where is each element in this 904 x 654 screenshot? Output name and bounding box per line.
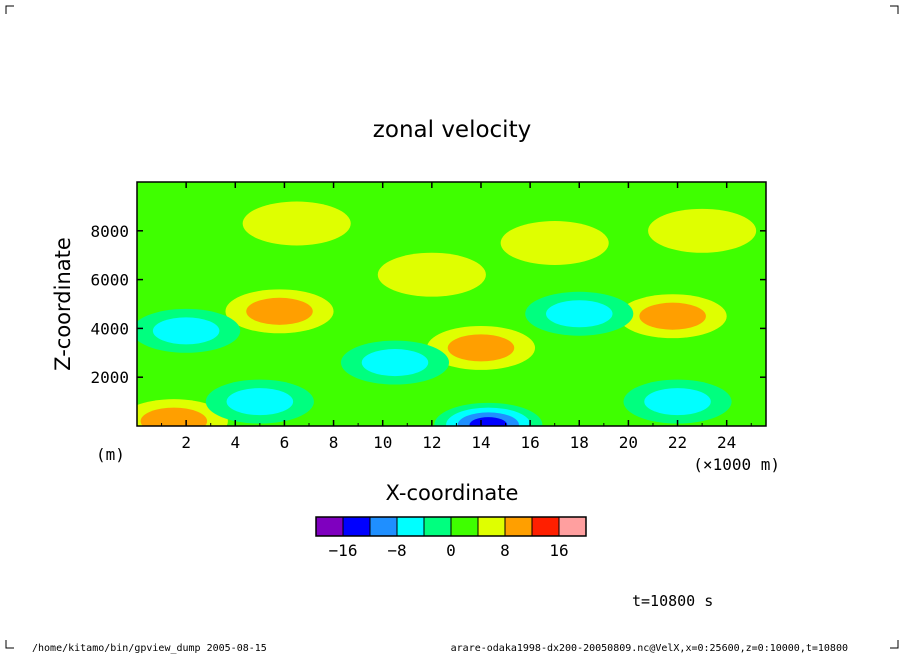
chart-title: zonal velocity — [373, 117, 531, 143]
time-label: t=10800 s — [632, 592, 713, 610]
colorbar-tick-label: −8 — [387, 541, 406, 560]
contour-region — [361, 349, 429, 377]
contour-region — [639, 302, 706, 330]
contour-region — [242, 201, 351, 246]
colorbar-tick-label: 16 — [549, 541, 568, 560]
x-tick-label: 24 — [717, 433, 736, 452]
x-tick-label: 22 — [668, 433, 687, 452]
y-axis-label: Z-coordinate — [51, 237, 75, 371]
colorbar-tick-label: 0 — [446, 541, 456, 560]
contour-region — [447, 334, 515, 362]
x-tick-label: 8 — [329, 433, 339, 452]
contour-field — [137, 182, 766, 426]
contour-region — [546, 300, 613, 328]
colorbar-swatch — [315, 516, 344, 537]
y-tick-label: 6000 — [90, 271, 129, 290]
footer-left: /home/kitamo/bin/gpview_dump 2005-08-15 — [32, 643, 267, 654]
colorbar-swatch — [396, 516, 425, 537]
colorbar-swatch — [477, 516, 506, 537]
corner-marks — [5, 5, 899, 649]
colorbar-ticks: −16 −8 0 8 16 — [329, 541, 569, 560]
contour-region — [500, 221, 609, 265]
x-tick-label: 6 — [280, 433, 290, 452]
contour-regions — [137, 201, 757, 426]
x-tick-label: 18 — [570, 433, 589, 452]
y-axis-ticks: 2000 4000 6000 8000 — [90, 222, 766, 387]
colorbar-swatch — [342, 516, 371, 537]
contour-region — [152, 317, 220, 345]
plot-frame — [136, 181, 767, 427]
colorbar-swatch — [450, 516, 479, 537]
y-tick-label: 8000 — [90, 222, 129, 241]
colorbar — [315, 516, 587, 537]
footer-right: arare-odaka1998-dx200-20050809.nc@VelX,x… — [451, 643, 848, 654]
contour-region — [648, 208, 757, 253]
colorbar-frame — [315, 516, 587, 537]
contour-region — [226, 388, 294, 416]
colorbar-swatch — [504, 516, 533, 537]
x-tick-label: 4 — [230, 433, 240, 452]
colorbar-swatch — [423, 516, 452, 537]
x-tick-label: 14 — [471, 433, 490, 452]
x-axis-label: X-coordinate — [386, 481, 519, 505]
colorbar-tick-label: −16 — [329, 541, 358, 560]
contour-region — [140, 407, 208, 426]
y-tick-label: 4000 — [90, 319, 129, 338]
x-axis-ticks: 2 4 6 8 10 12 14 16 18 20 22 24 — [161, 182, 752, 452]
x-tick-label: 10 — [373, 433, 392, 452]
colorbar-swatch — [369, 516, 398, 537]
x-tick-label: 2 — [181, 433, 191, 452]
x-tick-label: 12 — [422, 433, 441, 452]
y-axis-unit: (m) — [96, 445, 125, 464]
x-tick-label: 16 — [520, 433, 539, 452]
x-axis-unit: (×1000 m) — [693, 455, 780, 474]
contour-region — [246, 297, 313, 325]
colorbar-swatch — [558, 516, 587, 537]
y-tick-label: 2000 — [90, 368, 129, 387]
colorbar-tick-label: 8 — [500, 541, 510, 560]
contour-region — [469, 417, 508, 426]
contour-region — [377, 252, 486, 297]
x-tick-label: 20 — [619, 433, 638, 452]
colorbar-swatch — [531, 516, 560, 537]
contour-region — [644, 388, 711, 416]
